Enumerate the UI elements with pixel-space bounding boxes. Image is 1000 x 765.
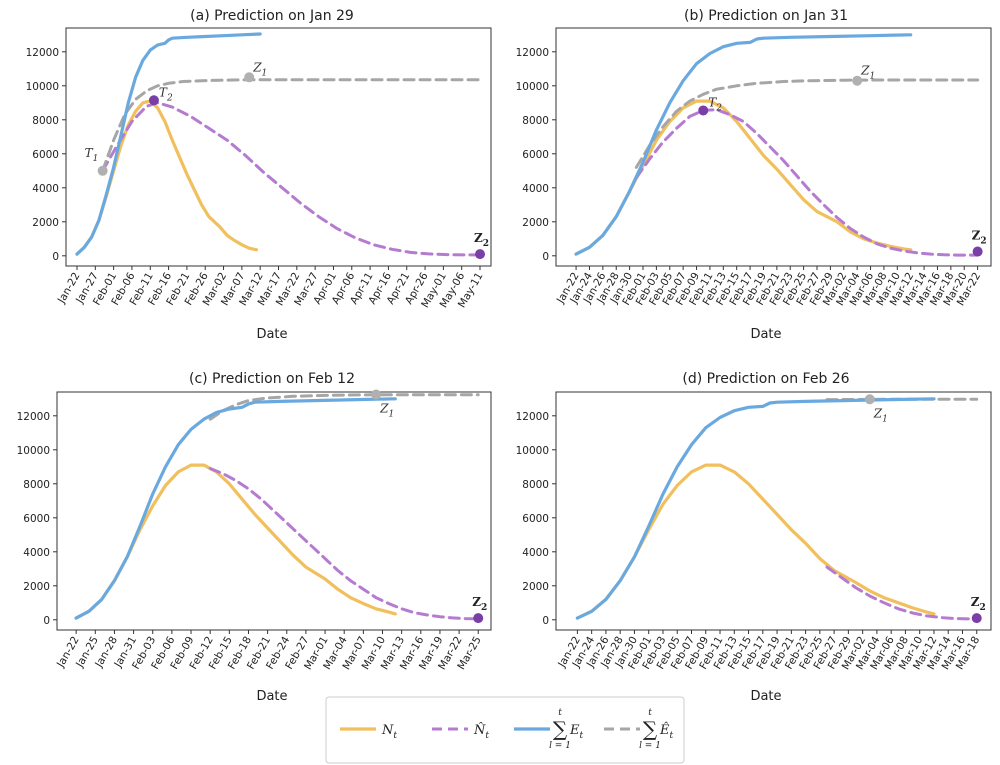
chart-panel-d: (d) Prediction on Feb 26 0 2000 4000 6000 800… <box>516 371 992 704</box>
y-tick-label: 10000 <box>516 81 549 93</box>
series-N <box>74 463 397 620</box>
point-t2 <box>698 105 709 116</box>
y-tick-label: 2000 <box>522 581 549 593</box>
point-t1 <box>97 165 108 176</box>
y-tick-label: 0 <box>43 615 50 627</box>
point-label: T2 <box>708 95 722 113</box>
point-label: T1 <box>85 146 99 164</box>
y-tick-label: 0 <box>542 251 549 263</box>
y-tick-label: 10000 <box>26 81 59 93</box>
point-label: Z1 <box>379 402 394 420</box>
x-axis-label: Date <box>256 327 287 342</box>
y-tick-label: 10000 <box>17 445 50 457</box>
y-tick-label: 12000 <box>516 411 549 423</box>
chart-panel-c: (c) Prediction on Feb 12 0 2000 4000 6000 800… <box>17 371 492 704</box>
chart-panel-a: (a) Prediction on Jan 29 0 2000 4000 6000 800… <box>26 8 492 342</box>
y-tick-label: 8000 <box>522 479 549 491</box>
legend-label-E: Et <box>569 723 584 741</box>
legend-sum-bottom: l = 1 <box>549 741 571 751</box>
series-cum-E <box>75 32 262 256</box>
point-label: Z1 <box>252 60 267 78</box>
point-z2 <box>475 249 486 260</box>
point-label: Z2 <box>472 595 487 613</box>
y-tick-label: 4000 <box>522 183 549 195</box>
legend-frame <box>325 696 685 764</box>
y-tick-label: 6000 <box>522 513 549 525</box>
series-cum-E <box>74 397 397 620</box>
x-axis-label: Date <box>750 327 781 342</box>
y-tick-label: 6000 <box>32 149 59 161</box>
legend-sigma: ∑ <box>553 717 568 741</box>
y-tick-label: 2000 <box>23 581 50 593</box>
point-label: Z2 <box>972 229 987 247</box>
chart-panel-b: (b) Prediction on Jan 31 0 2000 4000 6000 800… <box>516 8 992 342</box>
point-label: Z2 <box>971 595 986 613</box>
series-cum-E <box>574 33 913 256</box>
plot-frame <box>56 391 492 631</box>
y-tick-label: 12000 <box>26 47 59 59</box>
y-tick-label: 2000 <box>522 217 549 229</box>
point-z1 <box>244 72 255 83</box>
y-tick-label: 8000 <box>32 115 59 127</box>
legend-label-N: Nt <box>381 723 397 741</box>
y-tick-label: 10000 <box>516 445 549 457</box>
point-z1 <box>852 75 863 86</box>
y-tick-label: 4000 <box>32 183 59 195</box>
chart-title: (c) Prediction on Feb 12 <box>189 371 355 387</box>
y-tick-label: 12000 <box>516 47 549 59</box>
series-N-hat <box>634 108 980 257</box>
point-t2 <box>148 95 159 106</box>
plot-frame <box>555 27 992 267</box>
series-N-hat <box>825 565 979 621</box>
point-label: Z1 <box>873 406 888 424</box>
series-cum-E <box>575 397 936 620</box>
point-label: Z2 <box>474 231 489 249</box>
series-N-hat <box>101 101 482 257</box>
y-tick-label: 2000 <box>32 217 59 229</box>
legend-sigma: ∑ <box>643 717 658 741</box>
plot-frame <box>555 391 992 631</box>
series-N <box>75 99 259 256</box>
x-axis-label: Date <box>750 689 781 704</box>
point-z1 <box>864 394 875 405</box>
legend-label-Ehat: Êt <box>659 722 674 741</box>
plot-frame <box>65 27 492 267</box>
legend-sum-bottom: l = 1 <box>639 741 661 751</box>
point-z2 <box>473 613 484 624</box>
y-tick-label: 4000 <box>522 547 549 559</box>
legend-sum-top: t <box>648 708 652 718</box>
chart-title: (b) Prediction on Jan 31 <box>684 8 848 24</box>
point-label: Z1 <box>860 64 875 82</box>
y-tick-label: 4000 <box>23 547 50 559</box>
point-z2 <box>972 246 983 257</box>
legend-sum-top: t <box>558 708 562 718</box>
series-cum-E-hat <box>208 393 480 421</box>
series-cum-E-hat <box>634 78 980 169</box>
point-z2 <box>971 613 982 624</box>
x-axis-label: Date <box>256 689 287 704</box>
y-tick-label: 0 <box>52 251 59 263</box>
series-cum-E-hat <box>101 78 486 173</box>
series-N <box>575 463 936 620</box>
y-tick-label: 6000 <box>522 149 549 161</box>
y-tick-label: 8000 <box>23 479 50 491</box>
point-label: T2 <box>159 85 173 103</box>
series-N <box>574 99 913 256</box>
y-tick-label: 8000 <box>522 115 549 127</box>
y-tick-label: 6000 <box>23 513 50 525</box>
chart-title: (d) Prediction on Feb 26 <box>682 371 849 387</box>
chart-title: (a) Prediction on Jan 29 <box>190 8 354 24</box>
y-tick-label: 12000 <box>17 411 50 423</box>
legend-label-Nhat: N̂t <box>473 722 489 741</box>
y-tick-label: 0 <box>542 615 549 627</box>
point-z1 <box>371 389 382 400</box>
series-N-hat <box>208 467 480 621</box>
